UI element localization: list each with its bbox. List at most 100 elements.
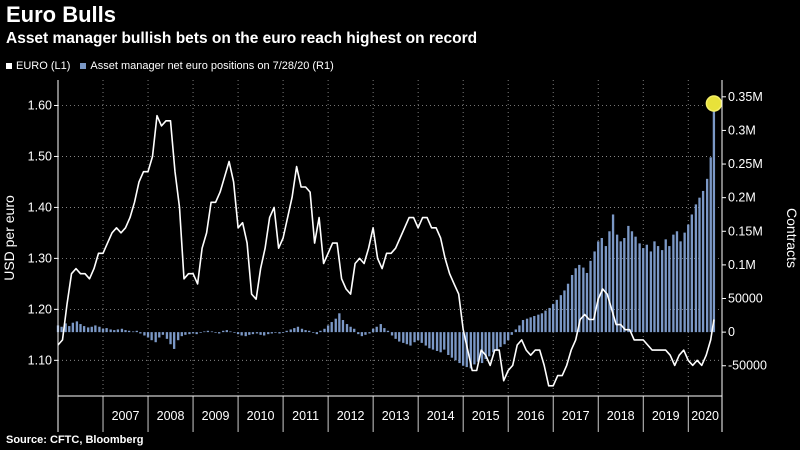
bar-position-98 [424,332,427,346]
bar-position-2 [64,323,67,333]
bar-position-161 [660,250,664,333]
bar-position-167 [683,232,686,333]
bar-position-171 [698,197,701,333]
bar-position-41 [210,331,214,333]
bar-position-72 [326,325,330,333]
bar-position-57 [270,332,273,334]
year-label-2013: 2013 [382,409,410,423]
bar-position-29 [165,332,169,339]
euro-line [57,114,715,387]
bar-position-36 [191,332,195,334]
legend-label-positions: Asset manager net euro positions on 7/28… [90,60,334,72]
bar-position-35 [188,332,191,335]
year-label-2020: 2020 [691,409,719,423]
bar-position-94 [409,332,412,346]
bar-position-81 [360,332,364,337]
bar-position-158 [649,251,653,333]
bar-position-59 [278,332,281,334]
bar-position-157 [645,244,648,333]
bar-position-105 [450,332,454,358]
bar-position-1 [60,326,63,333]
bar-position-113 [480,332,484,364]
bar-position-164 [672,234,675,333]
bar-position-8 [86,327,90,333]
year-label-2008: 2008 [157,409,185,423]
right-tick-label-3: 0.1M [728,258,756,272]
bar-position-151 [623,238,626,333]
left-tick-label-3: 1.40 [28,200,52,214]
bar-position-160 [656,246,660,333]
bar-position-82 [364,332,367,335]
year-label-2019: 2019 [652,409,680,423]
bar-position-55 [263,332,266,336]
bar-position-44 [222,330,225,333]
highlight-marker [705,95,723,112]
bar-position-129 [540,313,544,333]
bar-position-109 [465,332,468,368]
bar-position-126 [529,317,532,333]
bar-position-77 [345,324,349,333]
bar-position-86 [379,324,382,333]
bar-position-152 [627,225,630,333]
bar-position-73 [330,322,333,333]
bar-position-130 [544,310,547,333]
bar-position-65 [300,328,304,333]
bar-position-117 [495,332,499,350]
bar-position-162 [664,239,667,333]
left-tick-label-4: 1.50 [28,149,52,163]
bar-position-165 [675,231,679,333]
bar-position-85 [375,326,378,333]
bar-position-136 [566,283,570,333]
right-tick-label-8: 0.35M [728,90,763,104]
bar-position-170 [694,204,698,333]
bar-position-26 [154,332,157,343]
bar-position-99 [428,332,431,349]
bar-position-10 [94,325,97,333]
bar-position-22 [139,332,142,334]
bar-position-153 [630,231,634,333]
bar-position-18 [124,330,127,333]
bar-position-15 [113,330,116,333]
bar-position-106 [454,332,457,361]
bar-position-62 [289,329,292,333]
bar-position-53 [255,332,259,334]
year-label-2007: 2007 [112,409,140,423]
bar-position-14 [109,329,112,333]
bar-position-89 [390,332,394,336]
bar-position-93 [405,332,409,345]
bar-position-147 [608,231,611,333]
bar-position-19 [127,330,131,333]
bar-position-88 [386,330,390,333]
bar-position-32 [177,332,180,341]
bar-position-128 [537,314,540,333]
bar-position-84 [371,328,375,333]
bar-position-92 [402,332,405,343]
year-label-2012: 2012 [337,409,365,423]
bar-position-74 [334,318,337,333]
bar-position-111 [473,332,476,365]
left-tick-label-1: 1.20 [28,302,52,316]
bar-position-116 [492,332,495,353]
bar-position-159 [653,241,656,333]
bar-position-118 [499,332,502,347]
bar-position-23 [143,332,146,336]
bar-position-56 [267,332,270,335]
bar-position-16 [116,329,120,333]
bar-position-51 [248,332,251,335]
bar-position-7 [82,326,86,333]
bar-position-12 [101,328,105,333]
year-label-2014: 2014 [427,409,455,423]
bar-position-142 [589,260,592,333]
bar-position-71 [323,328,326,333]
right-tick-label-1: 0 [728,325,735,339]
bar-position-27 [158,332,161,338]
bar-position-134 [559,295,563,333]
bar-position-95 [413,332,416,343]
year-label-2009: 2009 [202,409,230,423]
bar-position-148 [611,214,615,333]
bar-position-131 [548,307,551,333]
bar-position-155 [638,243,641,333]
bar-position-101 [435,332,439,351]
bar-position-102 [439,332,442,353]
